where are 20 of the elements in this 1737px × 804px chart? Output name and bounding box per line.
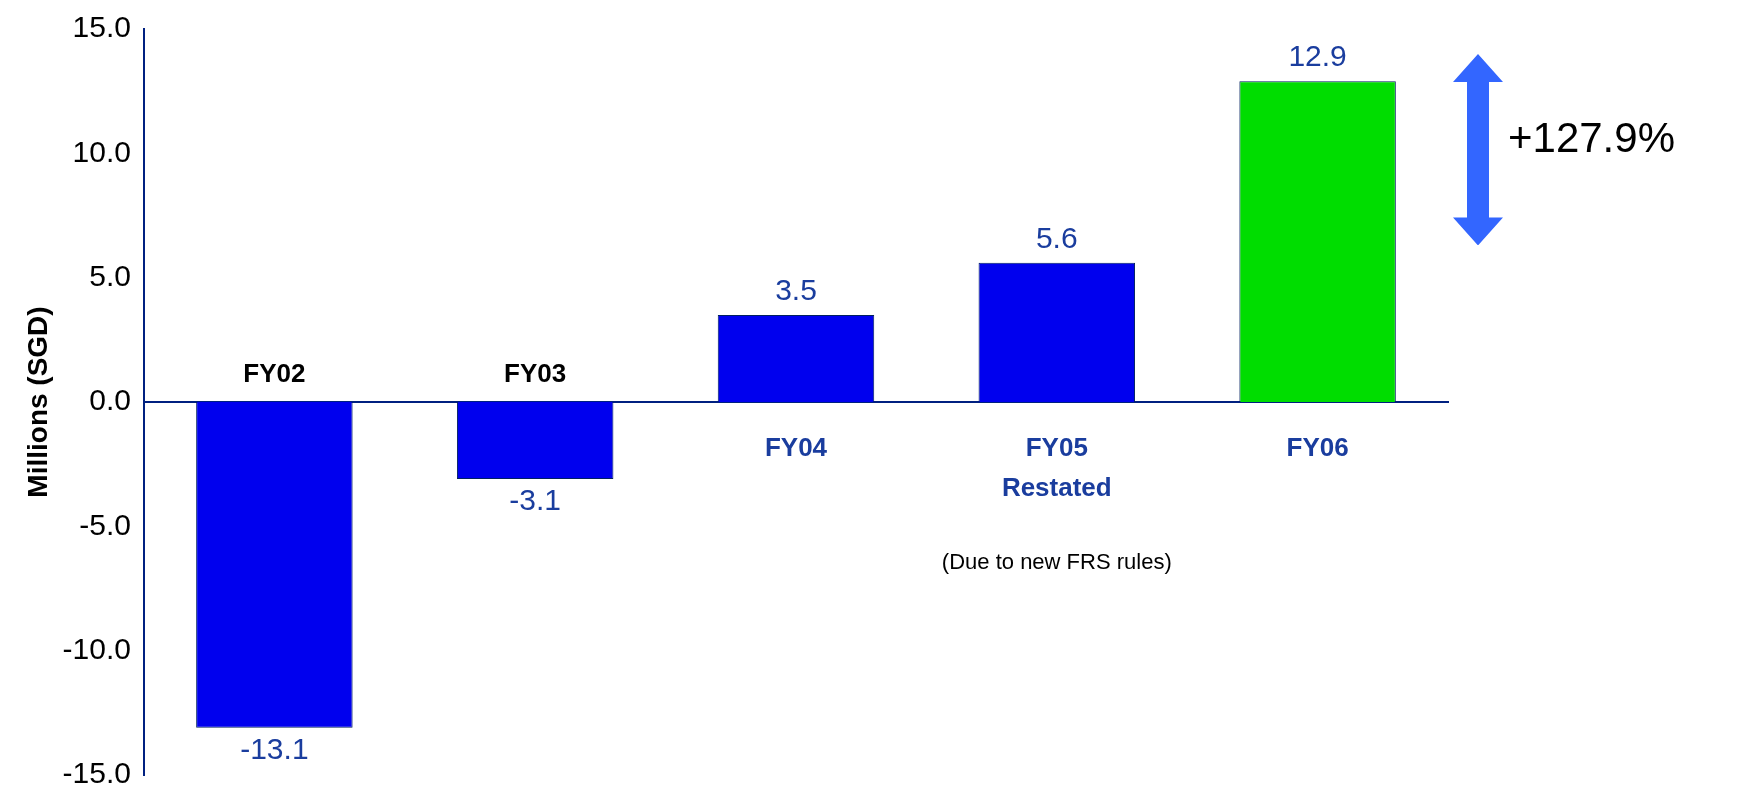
annotation: (Due to new FRS rules) (941, 549, 1172, 575)
x-tick-label: FY06 (1286, 432, 1349, 463)
y-tick-label: -15.0 (62, 756, 131, 790)
data-label: 3.5 (775, 273, 817, 307)
x-tick-label: FY03 (504, 358, 567, 389)
y-tick-label: -5.0 (79, 507, 131, 541)
x-tick-label: FY05 Restated (1001, 432, 1112, 503)
data-label: -3.1 (509, 483, 562, 517)
data-label: -13.1 (240, 732, 309, 766)
y-tick-label: 5.0 (89, 258, 131, 292)
data-label: 12.9 (1288, 39, 1347, 73)
x-tick-label: FY02 (243, 358, 306, 389)
y-tick-label: 10.0 (72, 134, 131, 168)
y-tick-label: 0.0 (89, 383, 131, 417)
text: +127.9% (1508, 114, 1675, 162)
y-tick-label: 15.0 (72, 10, 131, 44)
y-tick-label: -10.0 (62, 631, 131, 665)
x-tick-label: FY04 (764, 432, 828, 463)
y-axis-title: Millions (SGD) (21, 306, 53, 498)
data-label: 5.6 (1035, 221, 1078, 255)
